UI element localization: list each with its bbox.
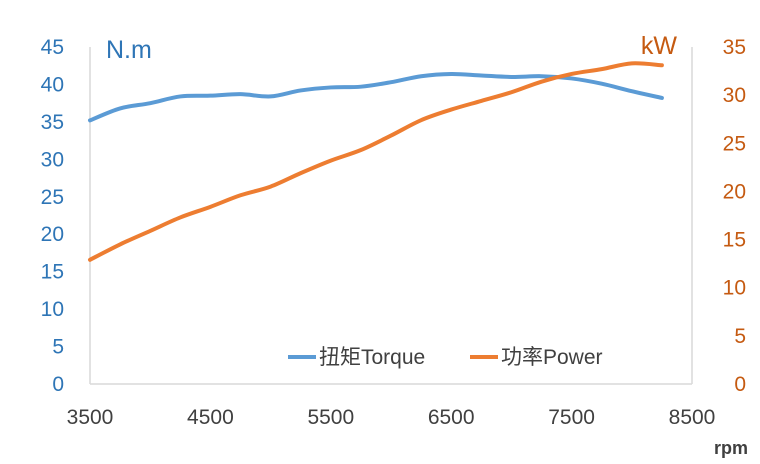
x-tick-label: 6500 [428,406,475,429]
x-tick-label: 3500 [67,406,114,429]
y-right-tick-label: 25 [723,132,746,155]
right-y-tick-labels: 0 5 10 15 20 25 30 35 [723,36,746,396]
x-axis-unit-label: rpm [714,438,748,458]
x-tick-label: 4500 [187,406,234,429]
y-right-tick-label: 0 [734,373,746,396]
y-left-tick-label: 40 [41,73,64,96]
axes [89,47,693,385]
y-left-tick-label: 0 [52,373,64,396]
right-axis-unit-label: kW [641,32,678,60]
x-tick-labels: 3500 4500 5500 6500 7500 8500 [67,406,716,429]
legend: 扭矩Torque 功率Power [288,346,603,369]
series-lines [88,61,664,262]
power-series-line [88,61,664,262]
y-right-tick-label: 10 [723,277,746,300]
y-right-tick-label: 30 [723,84,746,107]
x-tick-label: 5500 [307,406,354,429]
left-y-tick-labels: 0 5 10 15 20 25 30 35 40 45 [41,36,64,396]
y-right-tick-label: 5 [734,325,746,348]
y-right-tick-label: 15 [723,229,746,252]
y-right-tick-label: 20 [723,180,746,203]
y-left-tick-label: 10 [41,298,64,321]
x-tick-label: 8500 [669,406,716,429]
y-left-tick-label: 35 [41,111,64,134]
y-left-tick-label: 20 [41,223,64,246]
y-right-tick-label: 35 [723,36,746,59]
y-left-tick-label: 15 [41,261,64,284]
y-left-tick-label: 5 [52,336,64,359]
y-left-tick-label: 30 [41,148,64,171]
legend-label-power: 功率Power [501,346,603,369]
legend-label-torque: 扭矩Torque [319,346,425,369]
y-left-tick-label: 25 [41,186,64,209]
torque-series-line [88,71,664,123]
left-axis-unit-label: N.m [106,36,152,64]
y-left-tick-label: 45 [41,36,64,59]
x-tick-label: 7500 [548,406,595,429]
